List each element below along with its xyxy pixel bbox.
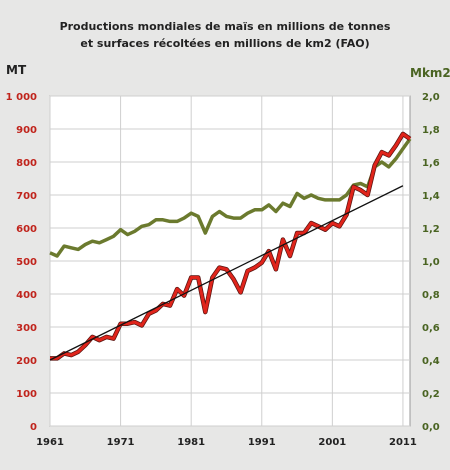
right-tick-label: 1,8 [422, 125, 440, 136]
left-tick-label: 1 000 [6, 92, 37, 103]
left-tick-label: 300 [16, 323, 37, 334]
x-tick-label: 1991 [248, 437, 276, 448]
chart-title: Productions mondiales de maïs en million… [0, 18, 450, 52]
right-tick-label: 0,4 [422, 356, 440, 367]
left-tick-label: 200 [16, 356, 37, 367]
right-tick-label: 1,4 [422, 191, 440, 202]
gridlines [49, 95, 410, 427]
left-tick-label: 500 [16, 257, 37, 268]
right-tick-label: 0,0 [422, 422, 440, 433]
x-axis-ticks: 1961 1971 1981 1991 2001 2011 [36, 437, 417, 448]
left-axis-ticks: 0 100 200 300 400 500 600 700 800 900 1 000 [6, 92, 37, 433]
right-tick-label: 1,2 [422, 224, 440, 235]
left-tick-label: 600 [16, 224, 37, 235]
chart-title-line-1: Productions mondiales de maïs en million… [59, 20, 391, 33]
production-trend-line [49, 185, 404, 361]
production-line [50, 132, 411, 360]
x-tick-label: 1981 [177, 437, 205, 448]
left-axis-unit: MT [6, 63, 27, 77]
right-tick-label: 2,0 [422, 92, 440, 103]
right-axis-unit: Mkm2 [410, 66, 450, 80]
left-tick-label: 100 [16, 389, 37, 400]
chart-title-line-2: et surfaces récoltées en millions de km2… [80, 37, 370, 50]
left-tick-label: 900 [16, 125, 37, 136]
right-tick-label: 0,6 [422, 323, 440, 334]
x-tick-label: 1971 [107, 437, 135, 448]
series-group [49, 131, 412, 361]
x-tick-label: 2001 [318, 437, 346, 448]
surface-line [49, 137, 412, 258]
right-tick-label: 0,2 [422, 389, 440, 400]
right-axis-ticks: 0,0 0,2 0,4 0,6 0,8 1,0 1,2 1,4 1,6 1,8 2,0 [422, 92, 440, 433]
x-tick-label: 1961 [36, 437, 64, 448]
right-tick-label: 1,0 [422, 257, 440, 268]
left-tick-label: 800 [16, 158, 37, 169]
left-tick-label: 0 [30, 422, 37, 433]
right-tick-label: 1,6 [422, 158, 440, 169]
right-tick-label: 0,8 [422, 290, 440, 301]
x-tick-label: 2011 [389, 437, 417, 448]
left-tick-label: 400 [16, 290, 37, 301]
left-tick-label: 700 [16, 191, 37, 202]
